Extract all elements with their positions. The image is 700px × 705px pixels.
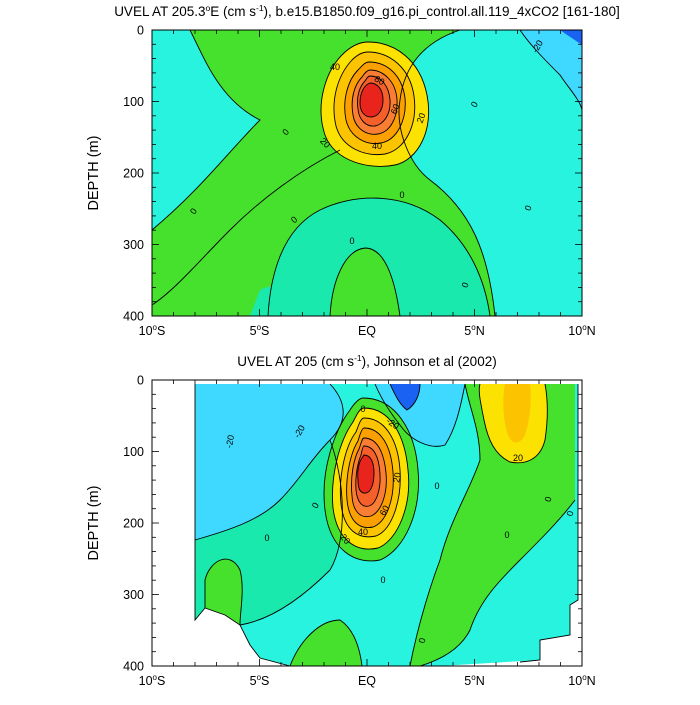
panel-bottom-contour-labels: -20 -20 -20 0 0 0 0 0 0 0 0 0 20 20 20 4… xyxy=(224,404,575,644)
x-tick-label: 5oS xyxy=(250,673,270,688)
westward-core xyxy=(390,384,420,410)
westward-band-west xyxy=(152,30,260,230)
contour-label: 40 xyxy=(330,62,340,72)
x-tick-label: EQ xyxy=(358,324,376,338)
contour-label: 20 xyxy=(513,453,523,463)
contour-label: 20 xyxy=(415,112,428,125)
westward-band-strong-north xyxy=(375,384,465,447)
contour-label: 0 xyxy=(280,127,291,137)
contour-label: 0 xyxy=(264,533,269,543)
undercurrent-core-bottom xyxy=(324,398,419,561)
contour-label: 40 xyxy=(372,141,382,151)
contour-label: 20 xyxy=(338,532,352,546)
contour-label: 0 xyxy=(380,575,385,585)
y-tick-label: 100 xyxy=(123,445,144,459)
x-tick-label: 10oS xyxy=(139,673,166,688)
panel-bottom-contour-lines xyxy=(194,383,579,666)
y-tick-label: 0 xyxy=(137,24,144,38)
x-tick-label: EQ xyxy=(358,674,376,688)
contour-label: 0 xyxy=(188,206,199,216)
x-tick-label: 5oN xyxy=(464,323,484,338)
panel-top-field xyxy=(152,30,582,316)
contour-label: 60 xyxy=(389,103,402,116)
panel-top-ylabel: DEPTH (m) xyxy=(86,136,102,211)
x-tick-label: 5oS xyxy=(250,323,270,338)
contour-label: 0 xyxy=(565,510,576,517)
contour-label: 80 xyxy=(373,74,387,88)
x-tick-label: 5oN xyxy=(464,673,484,688)
westward-band-east xyxy=(152,30,582,316)
no-data-region-east xyxy=(520,380,582,666)
eastward-band-deep xyxy=(330,248,400,316)
panel-bottom: UVEL AT 205 (cm s-1), Johnson et al (200… xyxy=(86,353,596,688)
contour-label: 0 xyxy=(460,281,471,289)
contour-label: 0 xyxy=(399,190,404,200)
y-tick-label: 400 xyxy=(123,660,144,674)
westward-patch-deep-left xyxy=(250,286,293,316)
westward-band-strong xyxy=(520,30,582,110)
x-tick-label: 10oS xyxy=(139,323,166,338)
panel-top-contour-lines xyxy=(152,30,582,316)
y-tick-label: 0 xyxy=(137,374,144,388)
eastward-patch-west xyxy=(205,559,243,625)
contour-label: 0 xyxy=(289,214,299,225)
contour-label: 0 xyxy=(349,236,354,246)
contour-label: 0 xyxy=(543,496,554,503)
contour-label: 0 xyxy=(504,530,509,540)
y-tick-label: 300 xyxy=(123,238,144,252)
contour-label: 0 xyxy=(417,637,428,644)
contour-label: 0 xyxy=(434,481,439,491)
westward-band-strong-west xyxy=(195,384,344,540)
y-tick-label: 100 xyxy=(123,95,144,109)
panel-bottom-field xyxy=(195,384,578,666)
eastward-band-deep xyxy=(290,620,362,666)
contour-label: 0 xyxy=(360,404,365,414)
x-tick-label: 10oN xyxy=(568,673,595,688)
westward-core-corner xyxy=(560,30,582,45)
panel-bottom-ylabel: DEPTH (m) xyxy=(86,486,102,561)
contour-label: 60 xyxy=(378,504,392,518)
contour-label: 0 xyxy=(469,100,480,109)
y-tick-label: 200 xyxy=(123,517,144,531)
panel-bottom-title: UVEL AT 205 (cm s-1), Johnson et al (200… xyxy=(237,353,496,369)
contour-label: 0 xyxy=(310,501,321,510)
panel-top: UVEL AT 205.3oE (cm s-1), b.e15.B1850.f0… xyxy=(86,3,620,338)
y-tick-label: 300 xyxy=(123,588,144,602)
y-tick-label: 400 xyxy=(123,310,144,324)
contour-label: 0 xyxy=(523,204,534,212)
no-data-region-west xyxy=(152,380,262,666)
y-tick-label: 200 xyxy=(123,167,144,181)
panel-top-title: UVEL AT 205.3oE (cm s-1), b.e15.B1850.f0… xyxy=(114,3,620,19)
contour-label: 20 xyxy=(391,472,403,484)
contour-label: 40 xyxy=(358,527,368,537)
contour-label: -20 xyxy=(224,434,236,449)
x-tick-label: 10oN xyxy=(568,323,595,338)
